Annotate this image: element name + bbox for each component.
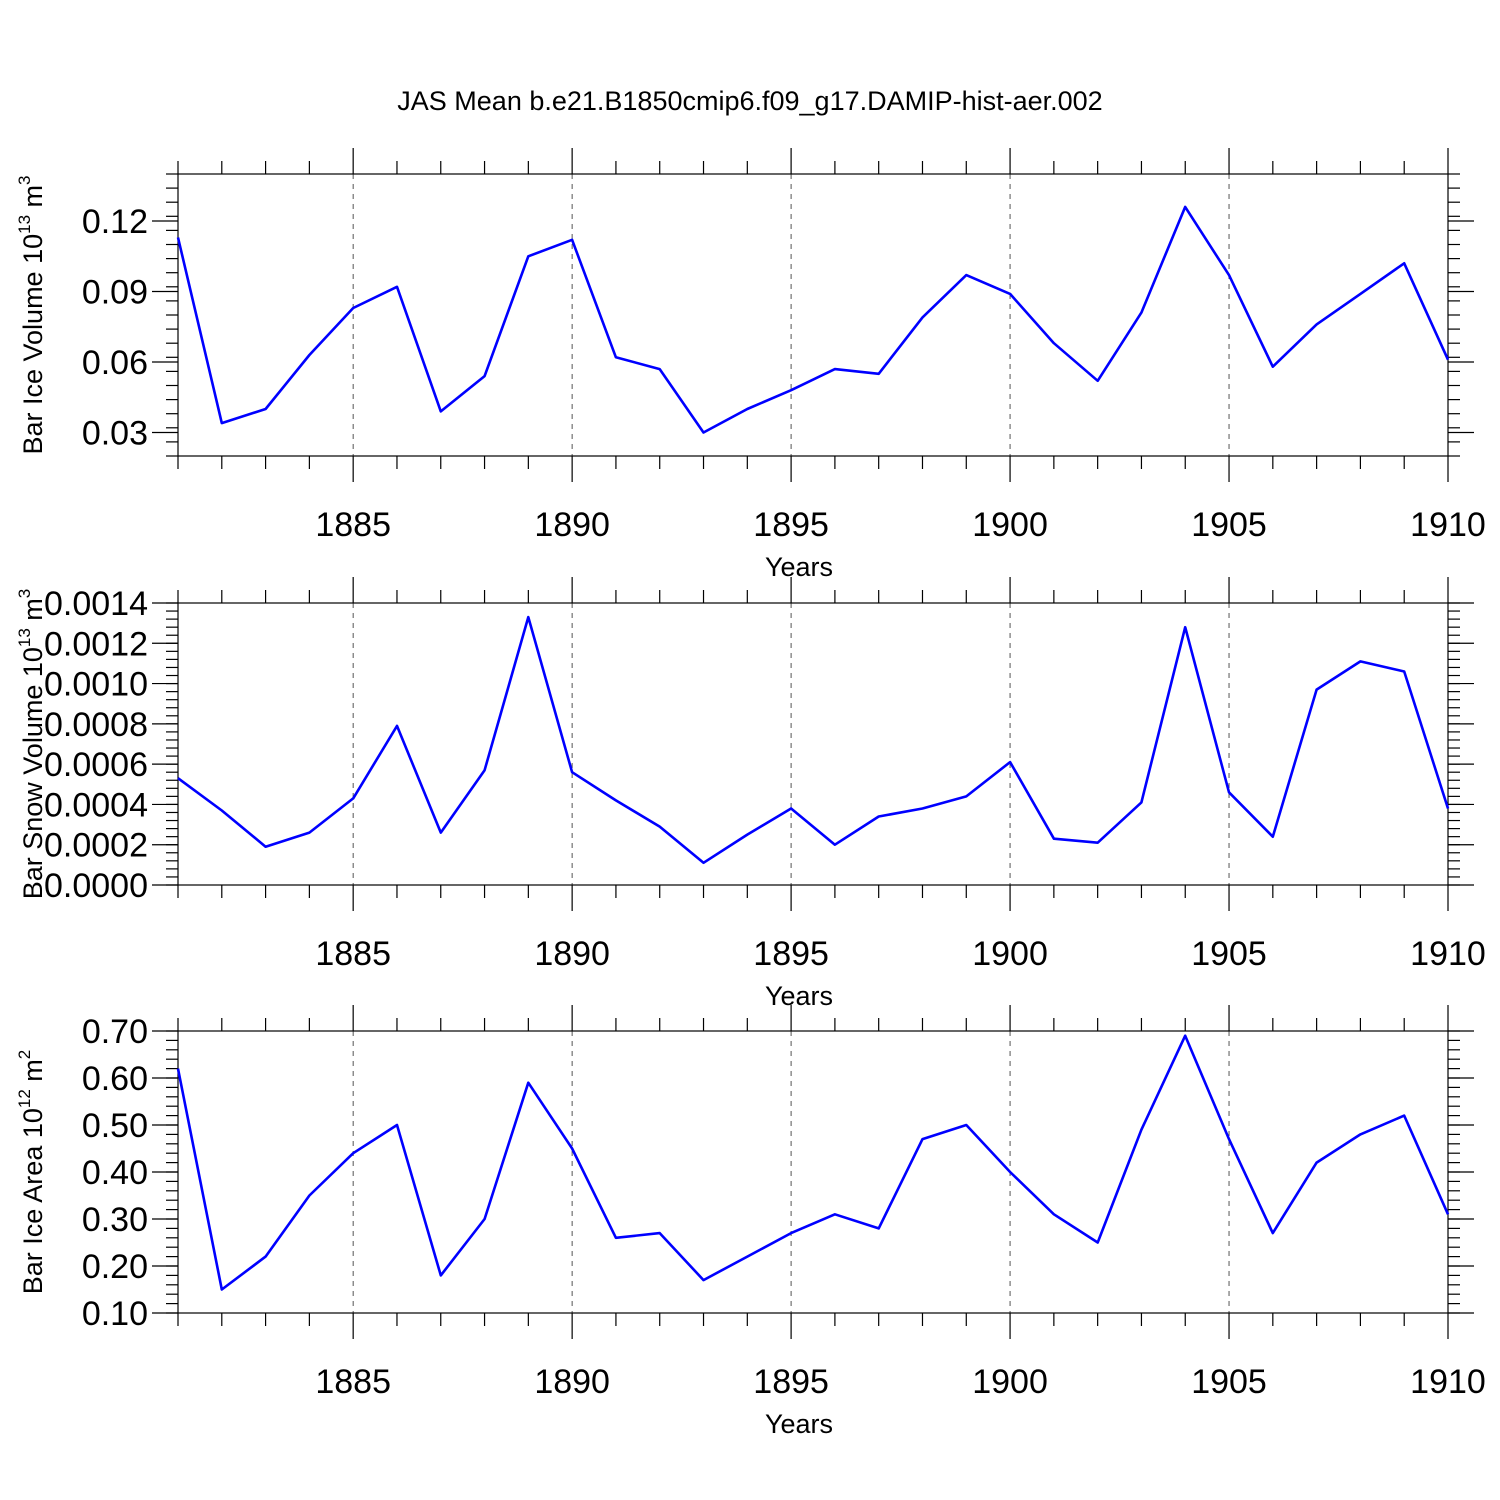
- y-tick-label: 0.0010: [44, 666, 148, 704]
- plot-frame: [177, 173, 1449, 457]
- x-tick-label: 1905: [1191, 506, 1267, 544]
- y-tick-label: 0.0000: [44, 867, 148, 905]
- chart-panel-3: 0.10 0.20 0.30 0.40 0.50 0.60 0.70 1885 1890 1895…: [15, 1005, 1486, 1439]
- series-line-1: [176, 205, 1450, 434]
- plot-frame: [177, 1030, 1449, 1314]
- y-tick-label: 0.40: [82, 1154, 148, 1192]
- x-tick-label: 1890: [534, 1363, 610, 1401]
- y-tick-label: 0.70: [82, 1013, 148, 1051]
- x-tick-label: 1890: [534, 506, 610, 544]
- y-tick-label: 0.0006: [44, 746, 148, 784]
- y-tick-label: 0.60: [82, 1060, 148, 1098]
- x-tick-label: 1910: [1410, 935, 1486, 973]
- chart-panel-1: 0.03 0.06 0.09 0.12 1885 1890 1895 1900 1905 1910…: [15, 148, 1486, 582]
- series-line-1: [177, 615, 1450, 865]
- x-axis-label: Years: [765, 1409, 833, 1439]
- x-tick-label: 1895: [753, 1363, 829, 1401]
- y-tick-label: 0.30: [82, 1201, 148, 1239]
- series-line-1: [176, 1034, 1450, 1291]
- x-tick-label: 1910: [1410, 1363, 1486, 1401]
- y-tick-label: 0.0002: [44, 827, 148, 865]
- x-tick-label: 1900: [972, 935, 1048, 973]
- x-tick-label: 1895: [753, 506, 829, 544]
- y-tick-label: 0.20: [82, 1248, 148, 1286]
- chart-panel-2: 0.00000.00020.00040.00060.00080.00100.00…: [15, 577, 1486, 1011]
- y-tick-label: 0.03: [82, 415, 148, 453]
- y-tick-label: 0.06: [82, 344, 148, 382]
- x-tick-label: 1910: [1410, 506, 1486, 544]
- x-tick-label: 1895: [753, 935, 829, 973]
- y-tick-label: 0.0014: [44, 585, 148, 623]
- y-tick-label: 0.12: [82, 203, 148, 241]
- chart-title: JAS Mean b.e21.B1850cmip6.f09_g17.DAMIP-…: [397, 86, 1102, 116]
- x-tick-label: 1885: [315, 506, 391, 544]
- x-tick-label: 1905: [1191, 935, 1267, 973]
- y-axis-label: Bar Ice Area 1012 m2: [15, 1050, 48, 1295]
- y-tick-label: 0.0004: [44, 786, 148, 824]
- y-tick-label: 0.0012: [44, 625, 148, 663]
- plot-frame: [177, 602, 1449, 886]
- x-tick-label: 1900: [972, 506, 1048, 544]
- x-tick-label: 1885: [315, 1363, 391, 1401]
- x-tick-label: 1905: [1191, 1363, 1267, 1401]
- x-tick-label: 1885: [315, 935, 391, 973]
- x-axis-label: Years: [765, 981, 833, 1011]
- y-axis-label: Bar Snow Volume 1013 m3: [15, 589, 48, 900]
- x-tick-label: 1890: [534, 935, 610, 973]
- y-axis-label: Bar Ice Volume 1013 m3: [15, 175, 48, 454]
- y-tick-label: 0.09: [82, 274, 148, 312]
- y-tick-label: 0.50: [82, 1107, 148, 1145]
- y-tick-label: 0.10: [82, 1295, 148, 1333]
- x-axis-label: Years: [765, 552, 833, 582]
- x-tick-label: 1900: [972, 1363, 1048, 1401]
- y-tick-label: 0.0008: [44, 706, 148, 744]
